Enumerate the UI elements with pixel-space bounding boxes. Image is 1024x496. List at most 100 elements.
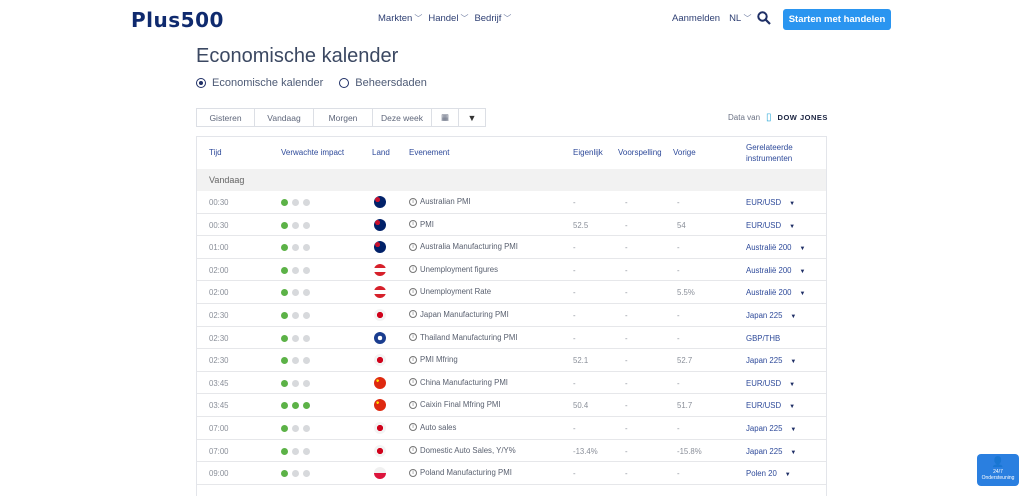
forecast-value: - bbox=[625, 378, 628, 388]
impact-dot bbox=[281, 447, 288, 455]
instrument-dropdown[interactable]: EUR/USD ▼ bbox=[746, 221, 795, 230]
info-icon[interactable]: i bbox=[409, 287, 417, 296]
plus500-logo[interactable]: Plus500 bbox=[131, 8, 224, 32]
chevron-down-icon: ﹀ bbox=[503, 14, 512, 23]
table-row: 02:30 i Japan Manufacturing PMI - - - Jap… bbox=[197, 304, 826, 327]
event-link[interactable]: i Caixin Final Mfring PMI bbox=[409, 400, 501, 409]
language-selector[interactable]: NL ﹀ bbox=[729, 13, 752, 24]
info-icon[interactable]: i bbox=[409, 197, 417, 206]
country-flag-icon bbox=[374, 444, 386, 457]
event-time: 03:45 bbox=[209, 401, 229, 411]
info-icon[interactable]: i bbox=[409, 423, 417, 432]
info-icon[interactable]: i bbox=[409, 400, 417, 409]
impact-dot bbox=[303, 334, 310, 342]
table-row: 02:30 i Thailand Manufacturing PMI - - - … bbox=[197, 327, 826, 350]
instrument-dropdown[interactable]: EUR/USD ▼ bbox=[746, 198, 795, 207]
info-icon[interactable]: i bbox=[409, 220, 417, 229]
instrument-name: EUR/USD bbox=[746, 220, 782, 230]
instrument-dropdown[interactable]: Australië 200 ▼ bbox=[746, 288, 805, 297]
actual-value: - bbox=[573, 423, 576, 433]
impact-dot bbox=[303, 357, 310, 365]
impact-dot bbox=[292, 379, 299, 387]
impact-dot bbox=[281, 221, 288, 229]
tab-this-week[interactable]: Deze week bbox=[373, 109, 432, 126]
previous-value: 51.7 bbox=[677, 401, 693, 411]
info-icon[interactable]: i bbox=[409, 333, 417, 342]
event-name: Poland Manufacturing PMI bbox=[420, 468, 512, 478]
event-link[interactable]: i Unemployment Rate bbox=[409, 287, 491, 296]
instrument-dropdown[interactable]: EUR/USD ▼ bbox=[746, 379, 795, 388]
nav-bedrijf[interactable]: Bedrijf ﹀ bbox=[474, 13, 512, 24]
caret-down-icon: ▼ bbox=[789, 381, 796, 388]
login-link[interactable]: Aanmelden bbox=[672, 13, 721, 24]
info-icon[interactable]: i bbox=[409, 446, 417, 455]
info-icon[interactable]: i bbox=[409, 355, 417, 364]
radio-economic-calendar[interactable]: Economische kalender bbox=[196, 77, 323, 89]
event-link[interactable]: i Unemployment figures bbox=[409, 265, 498, 274]
impact-indicator bbox=[281, 199, 310, 206]
instrument-dropdown[interactable]: Polen 20 ▼ bbox=[746, 469, 791, 478]
event-name: Thailand Manufacturing PMI bbox=[420, 332, 518, 342]
impact-dot bbox=[292, 402, 299, 410]
info-icon[interactable]: i bbox=[409, 242, 417, 251]
info-icon[interactable]: i bbox=[409, 265, 417, 274]
event-link[interactable]: i Auto sales bbox=[409, 423, 456, 432]
impact-dot bbox=[292, 334, 299, 342]
nav-markten[interactable]: Markten ﹀ bbox=[378, 13, 423, 24]
event-time: 02:30 bbox=[209, 356, 229, 366]
impact-indicator bbox=[281, 311, 310, 319]
forecast-value: - bbox=[625, 220, 628, 230]
event-link[interactable]: i China Manufacturing PMI bbox=[409, 378, 508, 387]
instrument-name: Australië 200 bbox=[746, 288, 792, 298]
instrument-dropdown[interactable]: Japan 225 ▼ bbox=[746, 356, 796, 365]
event-link[interactable]: i Domestic Auto Sales, Y/Y% bbox=[409, 446, 516, 455]
support-button[interactable]: 👤 24/7 Ondersteuning bbox=[977, 454, 1019, 486]
impact-dot bbox=[281, 379, 288, 387]
tab-today[interactable]: Vandaag bbox=[255, 109, 314, 126]
impact-dot bbox=[292, 221, 299, 229]
nav-handel[interactable]: Handel ﹀ bbox=[428, 13, 469, 24]
info-icon[interactable]: i bbox=[409, 310, 417, 319]
actual-value: - bbox=[573, 310, 576, 320]
event-link[interactable]: i Poland Manufacturing PMI bbox=[409, 468, 512, 477]
instrument-dropdown[interactable]: Japan 225 ▼ bbox=[746, 447, 796, 456]
previous-value: - bbox=[677, 423, 680, 433]
instrument-dropdown[interactable]: Japan 225 ▼ bbox=[746, 424, 796, 433]
actual-value: 52.1 bbox=[573, 356, 589, 366]
caret-down-icon: ▼ bbox=[784, 472, 791, 479]
instrument-dropdown[interactable]: Australië 200 ▼ bbox=[746, 266, 805, 275]
calendar-icon[interactable]: ▦ bbox=[432, 109, 459, 126]
instrument-dropdown[interactable]: GBP/THB bbox=[746, 334, 780, 343]
event-link[interactable]: i Thailand Manufacturing PMI bbox=[409, 333, 518, 342]
instrument-dropdown[interactable]: EUR/USD ▼ bbox=[746, 401, 795, 410]
impact-indicator bbox=[281, 379, 310, 387]
previous-value: - bbox=[677, 310, 680, 320]
tab-yesterday[interactable]: Gisteren bbox=[197, 109, 255, 126]
impact-dot bbox=[292, 447, 299, 455]
instrument-dropdown[interactable]: Japan 225 ▼ bbox=[746, 311, 796, 320]
event-link[interactable]: i Japan Manufacturing PMI bbox=[409, 310, 509, 319]
event-link[interactable]: i PMI Mfring bbox=[409, 355, 458, 364]
event-link[interactable]: i Australian PMI bbox=[409, 197, 471, 206]
instrument-dropdown[interactable]: Australië 200 ▼ bbox=[746, 243, 805, 252]
radio-corporate-actions[interactable]: Beheersdaden bbox=[339, 77, 427, 89]
filter-icon[interactable]: ▼ bbox=[467, 112, 477, 123]
info-icon[interactable]: i bbox=[409, 468, 417, 477]
info-icon[interactable]: i bbox=[409, 378, 417, 387]
search-icon[interactable] bbox=[757, 11, 771, 25]
event-link[interactable]: i PMI bbox=[409, 220, 434, 229]
impact-dot bbox=[292, 199, 299, 206]
actual-value: -13.4% bbox=[573, 446, 598, 456]
event-link[interactable]: i Australia Manufacturing PMI bbox=[409, 242, 518, 251]
support-person-icon: 👤 bbox=[991, 457, 1005, 468]
col-impact: Verwachte impact bbox=[281, 148, 345, 157]
impact-indicator bbox=[281, 244, 310, 252]
start-trading-button[interactable]: Starten met handelen bbox=[783, 9, 891, 30]
event-name: Domestic Auto Sales, Y/Y% bbox=[420, 445, 516, 455]
impact-dot bbox=[303, 221, 310, 229]
table-row: 02:30 i PMI Mfring 52.1 - 52.7 Japan 225 ▼ bbox=[197, 349, 826, 372]
table-row: 07:00 i Auto sales - - - Japan 225 ▼ bbox=[197, 417, 826, 440]
radio-unselected-icon bbox=[339, 78, 350, 88]
tab-tomorrow[interactable]: Morgen bbox=[314, 109, 373, 126]
previous-value: - bbox=[677, 198, 680, 207]
